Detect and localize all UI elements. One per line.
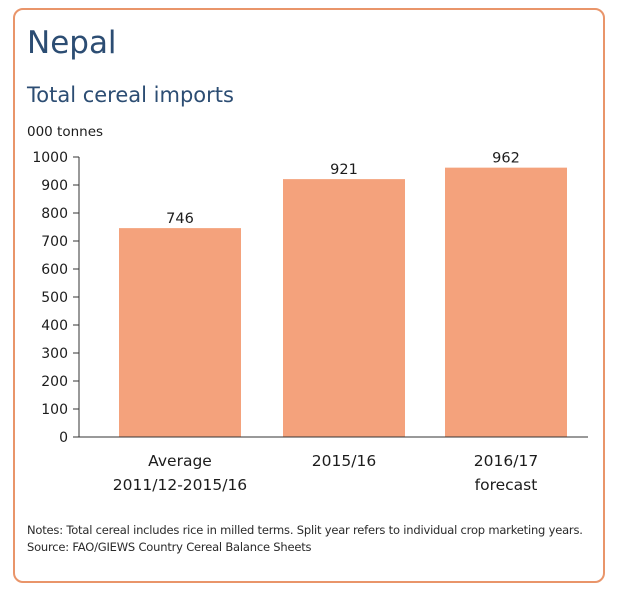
source-text: Source: FAO/GIEWS Country Cereal Balance…	[27, 539, 312, 554]
x-tick-label: 2015/16	[312, 452, 376, 470]
y-tick-label: 500	[41, 290, 68, 306]
x-tick-label: forecast	[475, 476, 538, 494]
y-tick-label: 600	[41, 262, 68, 278]
data-label: 746	[166, 211, 194, 227]
y-axis-unit-label: 000 tonnes	[27, 124, 104, 140]
y-tick-label: 100	[41, 402, 68, 418]
y-tick-label: 1000	[32, 150, 68, 166]
x-tick-label: 2011/12-2015/16	[113, 476, 247, 494]
bar	[119, 228, 241, 437]
bar	[283, 179, 405, 437]
y-tick-label: 300	[41, 346, 68, 362]
notes-text: Notes: Total cereal includes rice in mil…	[27, 523, 583, 537]
data-label: 921	[330, 162, 358, 178]
data-label: 962	[492, 151, 520, 167]
notes-block: Notes: Total cereal includes rice in mil…	[27, 522, 587, 555]
bar	[445, 167, 567, 437]
y-tick-label: 800	[41, 206, 68, 222]
chart-title: Nepal	[27, 25, 117, 61]
y-tick-label: 200	[41, 374, 68, 390]
chart-subtitle: Total cereal imports	[27, 83, 234, 107]
x-tick-label: 2016/17	[474, 452, 538, 470]
y-tick-label: 0	[59, 430, 68, 446]
y-tick-label: 700	[41, 234, 68, 250]
y-tick-label: 400	[41, 318, 68, 334]
x-tick-label: Average	[148, 452, 212, 470]
y-tick-label: 900	[41, 178, 68, 194]
